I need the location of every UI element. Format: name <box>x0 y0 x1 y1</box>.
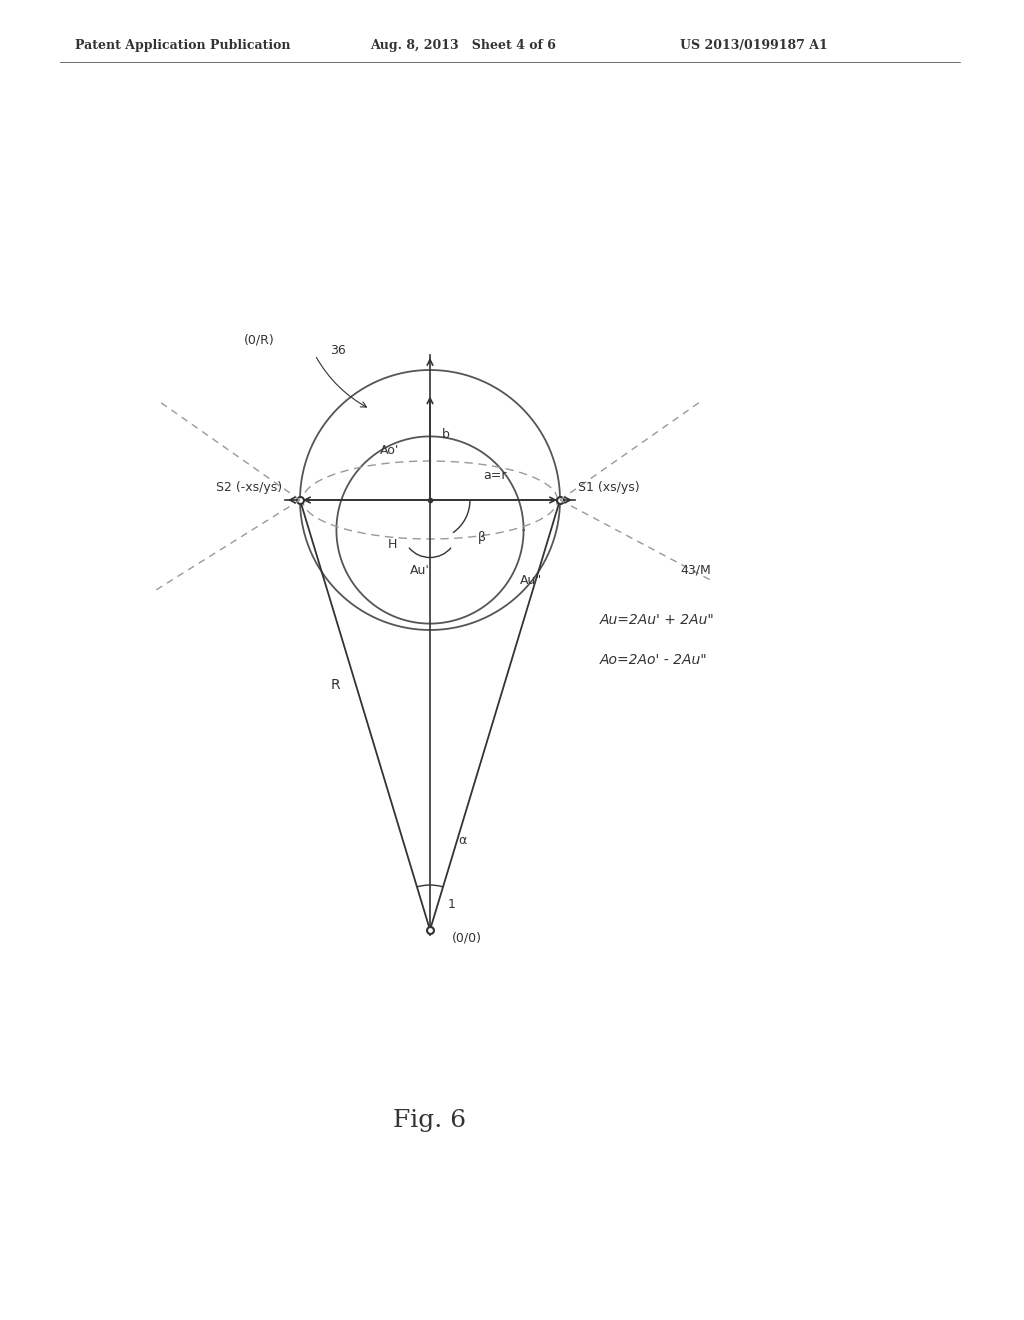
Text: Au': Au' <box>410 564 430 577</box>
Text: 36: 36 <box>330 343 346 356</box>
Text: 1: 1 <box>449 899 456 912</box>
Text: β: β <box>478 532 486 544</box>
Text: Aug. 8, 2013   Sheet 4 of 6: Aug. 8, 2013 Sheet 4 of 6 <box>370 38 556 51</box>
Text: Au": Au" <box>520 573 543 586</box>
Text: b: b <box>442 429 450 441</box>
Text: (0/0): (0/0) <box>452 932 482 945</box>
Text: Ao': Ao' <box>380 444 399 457</box>
Text: α: α <box>458 833 466 846</box>
Text: a=r: a=r <box>483 469 507 482</box>
Text: Au=2Au' + 2Au": Au=2Au' + 2Au" <box>600 612 715 627</box>
Text: S1 (xs/ys): S1 (xs/ys) <box>578 482 640 495</box>
Text: Ao=2Ao' - 2Au": Ao=2Ao' - 2Au" <box>600 653 708 667</box>
Text: R: R <box>331 678 340 692</box>
Text: Fig. 6: Fig. 6 <box>393 1109 467 1131</box>
Text: S2 (-xs/ys): S2 (-xs/ys) <box>216 482 282 495</box>
Text: H: H <box>387 539 396 552</box>
Text: (0/R): (0/R) <box>245 334 275 346</box>
Text: Patent Application Publication: Patent Application Publication <box>75 38 291 51</box>
Text: US 2013/0199187 A1: US 2013/0199187 A1 <box>680 38 827 51</box>
Text: 43/M: 43/M <box>680 564 711 577</box>
